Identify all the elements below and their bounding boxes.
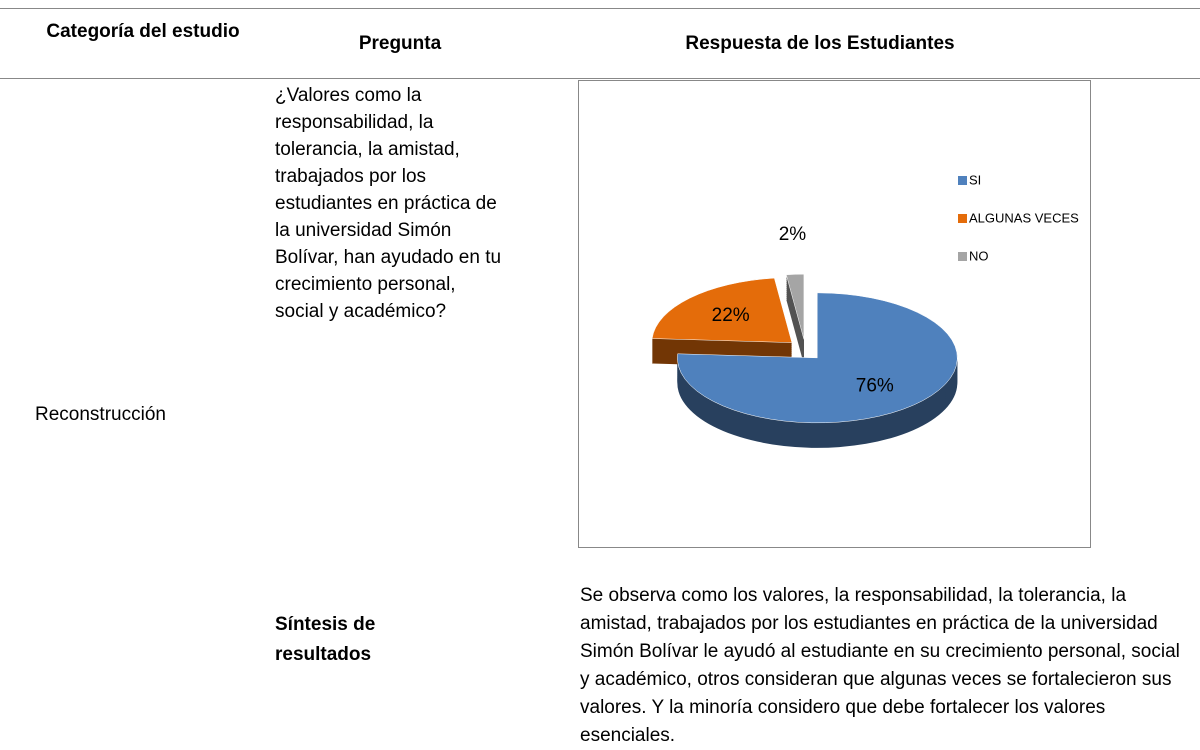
rule xyxy=(0,8,1200,9)
chart-frame xyxy=(578,80,1091,548)
cell: Reconstrucción xyxy=(35,404,166,425)
header-cell: Pregunta xyxy=(358,33,442,54)
legend-swatch xyxy=(958,214,967,223)
legend-label: ALGUNAS VECES xyxy=(969,210,1079,225)
legend-swatch xyxy=(958,252,967,261)
cell: Síntesis de resultados xyxy=(275,614,376,665)
chart: 76% 22% 2% SI ALGUNAS VECES NO xyxy=(651,172,1079,448)
legend-label: SI xyxy=(969,172,981,187)
cell: ¿Valores como la responsabilidad, la tol… xyxy=(275,85,502,322)
slice xyxy=(786,273,805,340)
rule xyxy=(0,78,1200,79)
data-label: 76% xyxy=(856,375,894,396)
slice xyxy=(651,277,793,343)
slice xyxy=(677,292,958,424)
header-cell: Categoría del estudio xyxy=(46,21,240,42)
legend-swatch xyxy=(958,176,967,185)
data-label: 22% xyxy=(712,305,750,326)
header-cell: Respuesta de los Estudiantes xyxy=(685,33,955,54)
legend-label: NO xyxy=(969,248,989,263)
cell: Se observa como los valores, la responsa… xyxy=(580,585,1180,746)
data-label: 2% xyxy=(779,224,807,245)
